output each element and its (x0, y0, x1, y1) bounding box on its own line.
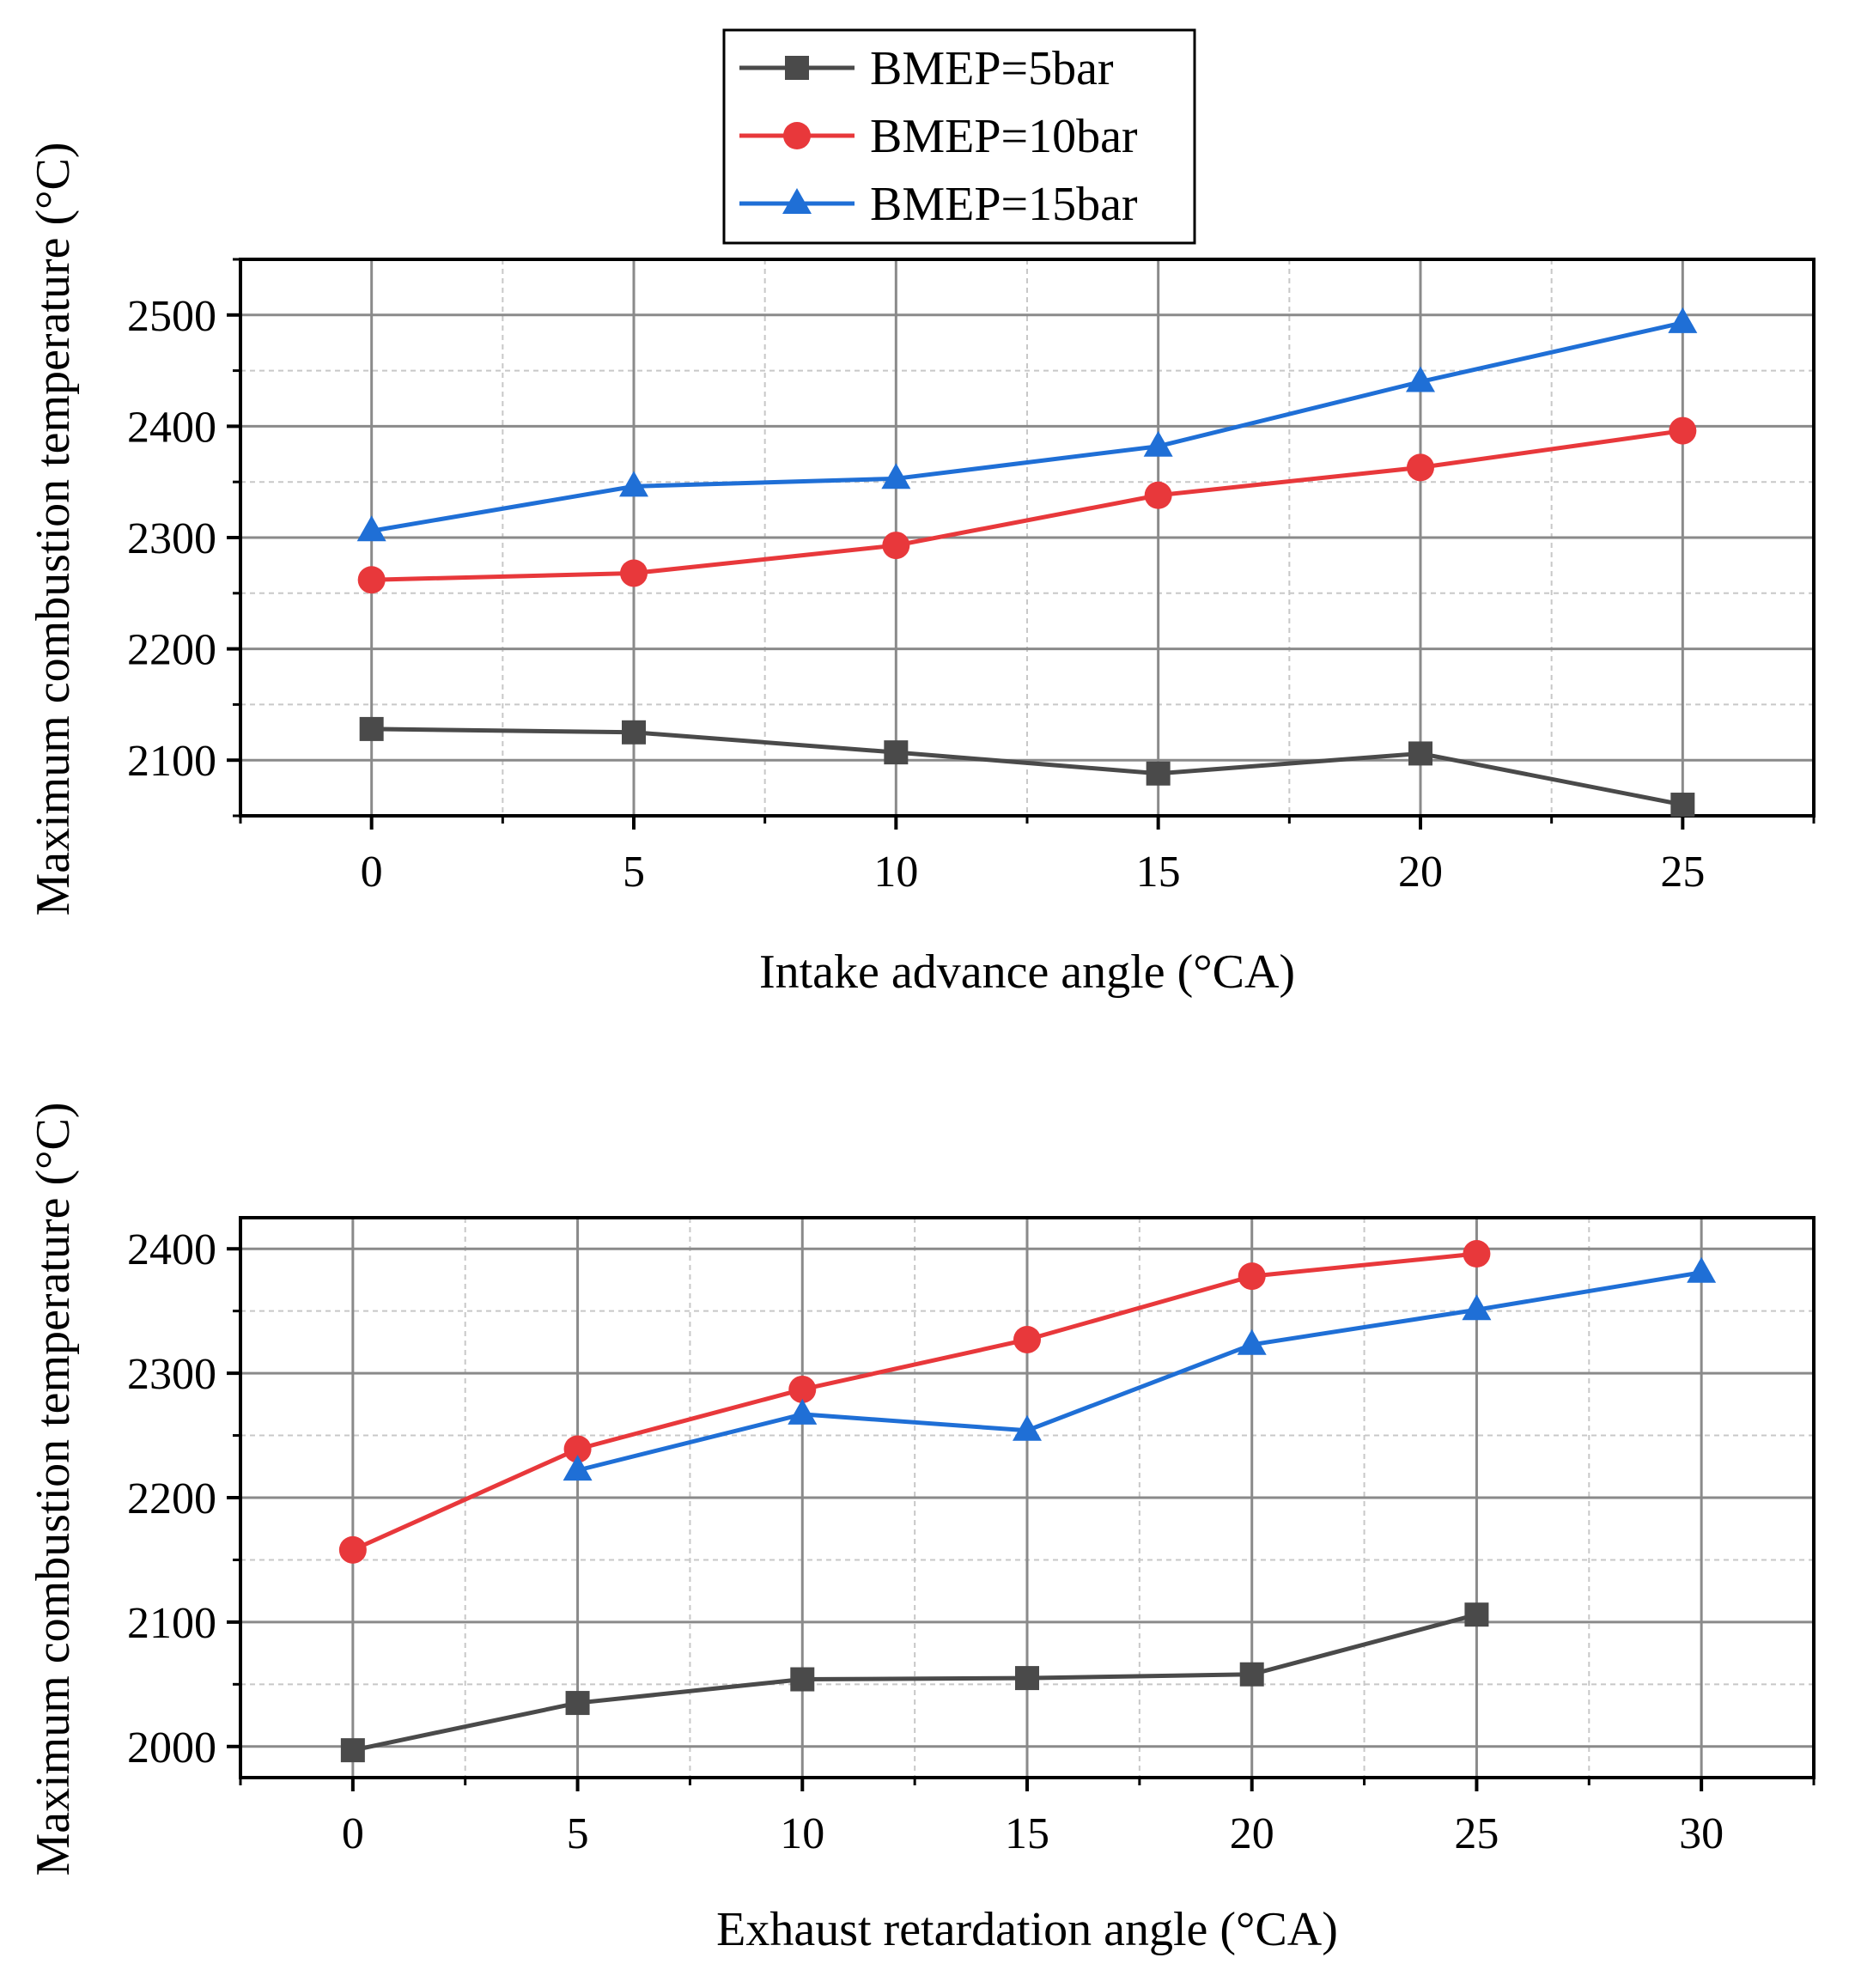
data-point (1670, 793, 1695, 818)
series-1 (359, 716, 1695, 818)
legend-entry: BMEP=15bar (739, 178, 1138, 231)
x-tick-label: 15 (1136, 848, 1181, 897)
data-point (1668, 307, 1698, 333)
y-axis-title: Maximum combustion temperature (°C) (27, 1102, 80, 1876)
series-line (371, 320, 1683, 533)
x-tick-label: 0 (342, 1809, 364, 1858)
data-point (788, 1398, 818, 1425)
series-line (351, 1251, 1477, 1553)
data-point (622, 720, 646, 745)
legend-label: BMEP=5bar (870, 42, 1114, 95)
x-axis-title: Intake advance angle (°CA) (759, 945, 1295, 999)
chart-panel-exhaust: 0 5 10 15 20 25 30 2000 2100 2200 2300 2400 Exhaust … (27, 1102, 1816, 1956)
series-1 (340, 1602, 1489, 1763)
x-tick-label: 20 (1230, 1809, 1274, 1858)
series-line (371, 429, 1683, 582)
y-tick-label: 2200 (127, 1474, 216, 1523)
y-axis-title: Maximum combustion temperature (°C) (27, 142, 80, 915)
y-tick-label: 2300 (127, 1350, 216, 1399)
data-point (884, 740, 909, 765)
axis-ticks (227, 258, 1816, 830)
data-point (565, 1691, 590, 1716)
series-2 (338, 1240, 1491, 1564)
data-point (1143, 430, 1173, 457)
legend-marker (785, 56, 809, 80)
x-tick-label: 30 (1679, 1809, 1724, 1858)
legend-label: BMEP=10bar (870, 110, 1138, 163)
data-point (356, 515, 386, 542)
data-point (1687, 1256, 1717, 1283)
data-point (1237, 1328, 1267, 1355)
legend-marker (782, 188, 812, 214)
data-point (788, 1375, 817, 1403)
series-2 (357, 416, 1697, 594)
data-point (1146, 761, 1171, 786)
legend: BMEP=5bar BMEP=10bar BMEP=15bar (722, 28, 1196, 245)
y-tick-label: 2400 (127, 1225, 216, 1274)
data-point (881, 463, 911, 489)
series-line (576, 1270, 1702, 1473)
data-point (1013, 1325, 1041, 1353)
data-point (1463, 1240, 1491, 1268)
y-tick-label: 2300 (127, 514, 216, 563)
data-point (790, 1667, 815, 1692)
legend-marker (783, 122, 811, 149)
x-tick-label: 5 (623, 848, 645, 897)
data-point (1144, 481, 1172, 509)
series-line (371, 727, 1683, 807)
data-point (1238, 1262, 1266, 1291)
data-point (1015, 1666, 1039, 1691)
x-axis-title: Exhaust retardation angle (°CA) (716, 1903, 1338, 1956)
y-tick-label: 2500 (127, 292, 216, 341)
data-point (1462, 1294, 1492, 1321)
data-point (563, 1455, 593, 1481)
data-point (338, 1535, 367, 1564)
y-tick-label: 2100 (127, 1599, 216, 1648)
data-point (359, 716, 384, 741)
series-3 (356, 307, 1698, 542)
data-point (882, 532, 910, 560)
grid (240, 1218, 1815, 1778)
legend-label: BMEP=15bar (870, 178, 1138, 231)
axis-ticks (227, 1247, 1816, 1791)
legend-entry: BMEP=5bar (739, 42, 1114, 95)
data-point (357, 566, 386, 594)
data-point (1013, 1414, 1042, 1441)
x-tick-label: 15 (1005, 1809, 1049, 1858)
x-tick-label: 10 (780, 1809, 824, 1858)
data-point (1408, 741, 1432, 766)
series-line (352, 1612, 1478, 1753)
y-tick-label: 2000 (127, 1724, 216, 1772)
data-point (563, 1435, 592, 1463)
legend-entry: BMEP=10bar (739, 110, 1138, 163)
data-point (1407, 453, 1434, 482)
y-tick-label: 2100 (127, 737, 216, 786)
data-point (340, 1738, 365, 1763)
y-tick-label: 2200 (127, 626, 216, 675)
data-point (1464, 1602, 1489, 1627)
chart-panel-intake: 0 5 10 15 20 25 2100 2200 2300 2400 2500 Intake adv… (27, 142, 1816, 999)
x-tick-label: 20 (1398, 848, 1443, 897)
data-point (1669, 416, 1697, 445)
x-tick-label: 25 (1454, 1809, 1499, 1858)
x-tick-label: 0 (361, 848, 383, 897)
data-point (620, 559, 648, 587)
data-point (619, 471, 648, 497)
x-tick-label: 10 (873, 848, 918, 897)
data-point (1239, 1662, 1264, 1687)
y-tick-label: 2400 (127, 403, 216, 452)
x-tick-label: 5 (567, 1809, 589, 1858)
data-point (1406, 366, 1435, 392)
x-tick-label: 25 (1660, 848, 1705, 897)
series-3 (563, 1256, 1717, 1481)
